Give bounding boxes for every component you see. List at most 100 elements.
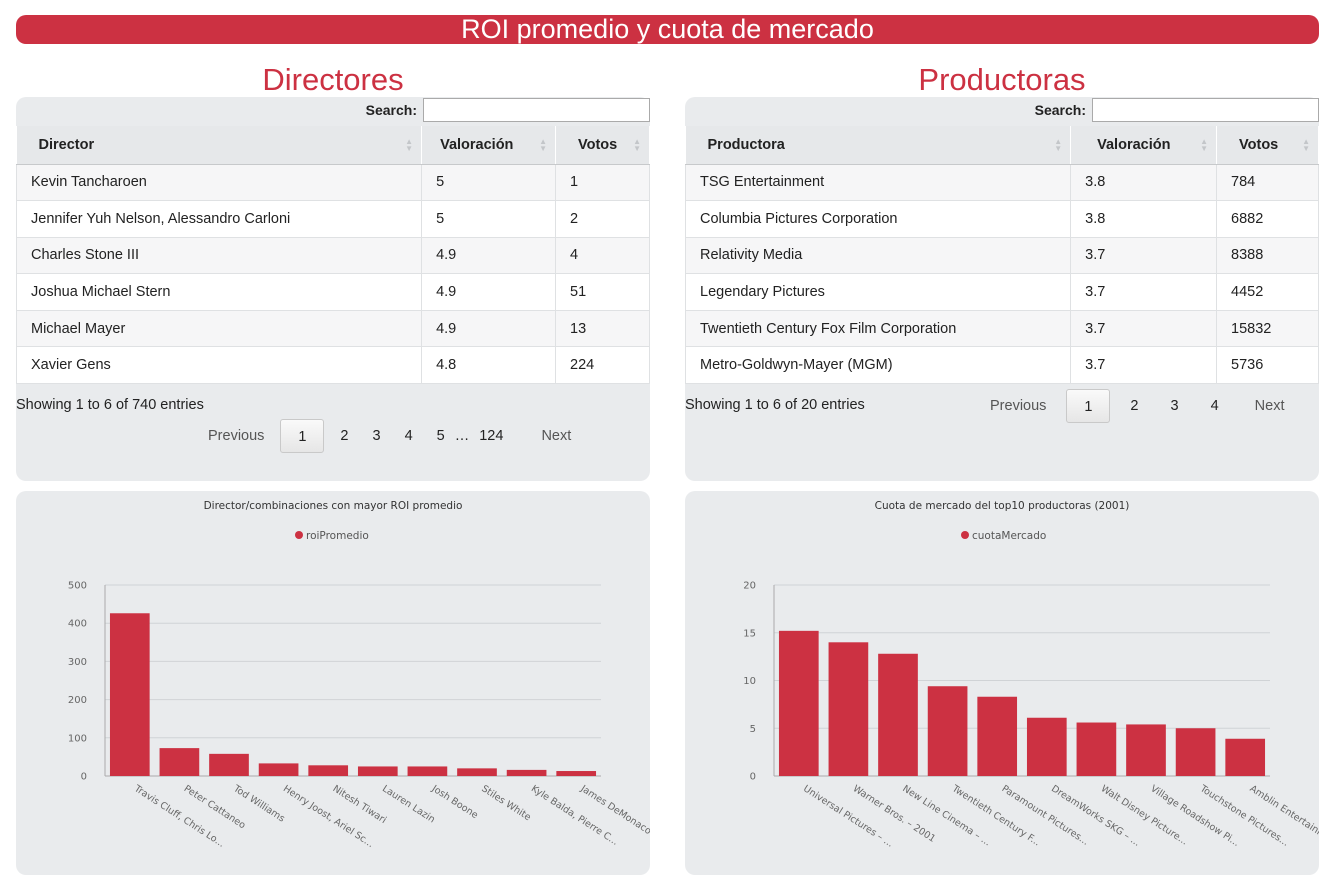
pager-page[interactable]: 124 bbox=[479, 428, 504, 444]
cell-director: Jennifer Yuh Nelson, Alessandro Carloni bbox=[15, 200, 423, 238]
cell-director: Charles Stone III bbox=[15, 236, 423, 275]
bar[interactable] bbox=[258, 763, 299, 776]
chart-legend[interactable]: cuotaMercado bbox=[961, 530, 1046, 542]
table-row: Metro-Goldwyn-Mayer (MGM) 3.7 5736 bbox=[684, 346, 1319, 385]
column-header-votos[interactable]: Votos ▲ ▼ bbox=[1216, 126, 1319, 165]
bar[interactable] bbox=[407, 766, 448, 776]
productoras-entries-info: Showing 1 to 6 of 20 entries bbox=[685, 397, 865, 413]
cell-votos: 15832 bbox=[1216, 309, 1319, 348]
table-row: Michael Mayer 4.9 13 bbox=[15, 309, 650, 348]
cell-valoracion: 5 bbox=[421, 163, 557, 202]
column-header-director[interactable]: Director ▲ ▼ bbox=[16, 126, 423, 165]
page-banner: ROI promedio y cuota de mercado bbox=[16, 15, 1319, 44]
cell-director: Xavier Gens bbox=[15, 346, 423, 385]
bar[interactable] bbox=[159, 748, 200, 776]
x-tick-label: Twentieth Century F... bbox=[949, 783, 1042, 849]
sort-icon: ▲ ▼ bbox=[1054, 137, 1063, 153]
y-tick-label: 400 bbox=[68, 619, 87, 630]
cell-votos: 2 bbox=[555, 200, 650, 238]
bar[interactable] bbox=[109, 613, 150, 776]
bar[interactable] bbox=[977, 696, 1018, 776]
bar[interactable] bbox=[1026, 717, 1067, 776]
y-tick-label: 5 bbox=[750, 724, 756, 735]
pager-page-current[interactable]: 1 bbox=[280, 419, 325, 453]
cell-votos: 8388 bbox=[1216, 236, 1319, 275]
cell-votos: 4452 bbox=[1216, 273, 1319, 311]
pager-previous[interactable]: Previous bbox=[208, 428, 265, 444]
cell-valoracion: 4.9 bbox=[421, 309, 557, 348]
bar[interactable] bbox=[1126, 724, 1166, 776]
bar[interactable] bbox=[828, 642, 869, 776]
y-tick-label: 200 bbox=[68, 695, 87, 706]
y-tick-label: 0 bbox=[750, 772, 756, 783]
pager-page[interactable]: 4 bbox=[1210, 398, 1219, 414]
pager-page[interactable]: 3 bbox=[372, 428, 381, 444]
cell-votos: 13 bbox=[555, 309, 650, 348]
cell-valoracion: 3.7 bbox=[1070, 346, 1218, 385]
chart-legend[interactable]: roiPromedio bbox=[295, 530, 369, 542]
cell-votos: 51 bbox=[555, 273, 650, 311]
bar[interactable] bbox=[927, 686, 968, 776]
column-header-votos[interactable]: Votos ▲ ▼ bbox=[555, 126, 650, 165]
y-tick-label: 15 bbox=[743, 628, 756, 639]
roi-bar-chart: Director/combinaciones con mayor ROI pro… bbox=[68, 500, 650, 850]
sort-icon: ▲ ▼ bbox=[405, 137, 414, 153]
sort-icon: ▲ ▼ bbox=[539, 137, 548, 153]
table-header-row: Director ▲ ▼ Valoración ▲ ▼ Votos ▲ ▼ bbox=[16, 126, 650, 165]
x-tick-label: Warner Bros. – 2001 bbox=[851, 783, 938, 845]
bar[interactable] bbox=[1225, 738, 1266, 776]
pager-page[interactable]: 2 bbox=[340, 428, 349, 444]
x-tick-label: New Line Cinema – ... bbox=[900, 783, 992, 848]
bar[interactable] bbox=[1175, 728, 1216, 776]
pager-page[interactable]: 5 bbox=[436, 428, 445, 444]
table-row: TSG Entertainment 3.8 784 bbox=[684, 163, 1319, 202]
pager-page[interactable]: 2 bbox=[1130, 398, 1139, 414]
cell-productora: Legendary Pictures bbox=[684, 273, 1072, 311]
column-header-productora[interactable]: Productora ▲ ▼ bbox=[685, 126, 1072, 165]
bar[interactable] bbox=[1076, 722, 1117, 776]
cell-valoracion: 3.7 bbox=[1070, 236, 1218, 275]
directores-table-panel: Search: Director ▲ ▼ Valoración ▲ ▼ Votos ▲ ▼ … bbox=[15, 97, 650, 481]
directores-entries-info: Showing 1 to 6 of 740 entries bbox=[16, 397, 204, 413]
cell-valoracion: 3.8 bbox=[1070, 163, 1218, 202]
table-row: Joshua Michael Stern 4.9 51 bbox=[15, 273, 650, 311]
bar[interactable] bbox=[506, 769, 547, 776]
cell-productora: TSG Entertainment bbox=[684, 163, 1072, 202]
cell-votos: 4 bbox=[555, 236, 650, 275]
pager-page[interactable]: 3 bbox=[1170, 398, 1179, 414]
bar[interactable] bbox=[556, 771, 597, 776]
directores-search-input[interactable] bbox=[423, 98, 650, 122]
column-header-valoracion[interactable]: Valoración ▲ ▼ bbox=[1070, 126, 1218, 165]
pager-page-current[interactable]: 1 bbox=[1066, 389, 1111, 423]
x-tick-label: Travis Cluff, Chris Lo... bbox=[131, 783, 226, 850]
sort-icon: ▲ ▼ bbox=[1200, 137, 1209, 153]
productoras-pagination: Previous 1 2 3 4 Next bbox=[978, 389, 1296, 423]
cell-productora: Twentieth Century Fox Film Corporation bbox=[684, 309, 1072, 348]
directores-pagination: Previous 1 2 3 4 5 … 124 Next bbox=[196, 419, 583, 453]
column-header-valoracion[interactable]: Valoración ▲ ▼ bbox=[421, 126, 557, 165]
directores-table: Director ▲ ▼ Valoración ▲ ▼ Votos ▲ ▼ Kevin Ta… bbox=[15, 126, 650, 385]
bar[interactable] bbox=[209, 753, 249, 776]
legend-marker bbox=[295, 531, 303, 539]
bar[interactable] bbox=[308, 765, 349, 776]
legend-marker bbox=[961, 531, 969, 539]
bar[interactable] bbox=[778, 630, 819, 776]
table-row: Charles Stone III 4.9 4 bbox=[15, 236, 650, 275]
bar[interactable] bbox=[357, 766, 398, 776]
pager-next[interactable]: Next bbox=[1254, 398, 1285, 414]
bar[interactable] bbox=[878, 653, 918, 776]
pager-previous[interactable]: Previous bbox=[990, 398, 1047, 414]
cell-valoracion: 3.7 bbox=[1070, 309, 1218, 348]
cell-votos: 5736 bbox=[1216, 346, 1319, 385]
pager-page[interactable]: 4 bbox=[404, 428, 413, 444]
table-row: Kevin Tancharoen 5 1 bbox=[15, 163, 650, 202]
bar[interactable] bbox=[457, 768, 497, 776]
productoras-search-input[interactable] bbox=[1092, 98, 1319, 122]
legend-label: cuotaMercado bbox=[972, 530, 1046, 542]
x-tick-label: Stiles White bbox=[479, 783, 532, 823]
pager-next[interactable]: Next bbox=[541, 428, 572, 444]
market-share-bar-chart: Cuota de mercado del top10 productoras (… bbox=[743, 500, 1319, 850]
pager-ellipsis: … bbox=[454, 428, 470, 444]
cell-votos: 1 bbox=[555, 163, 650, 202]
cell-valoracion: 5 bbox=[421, 200, 557, 238]
